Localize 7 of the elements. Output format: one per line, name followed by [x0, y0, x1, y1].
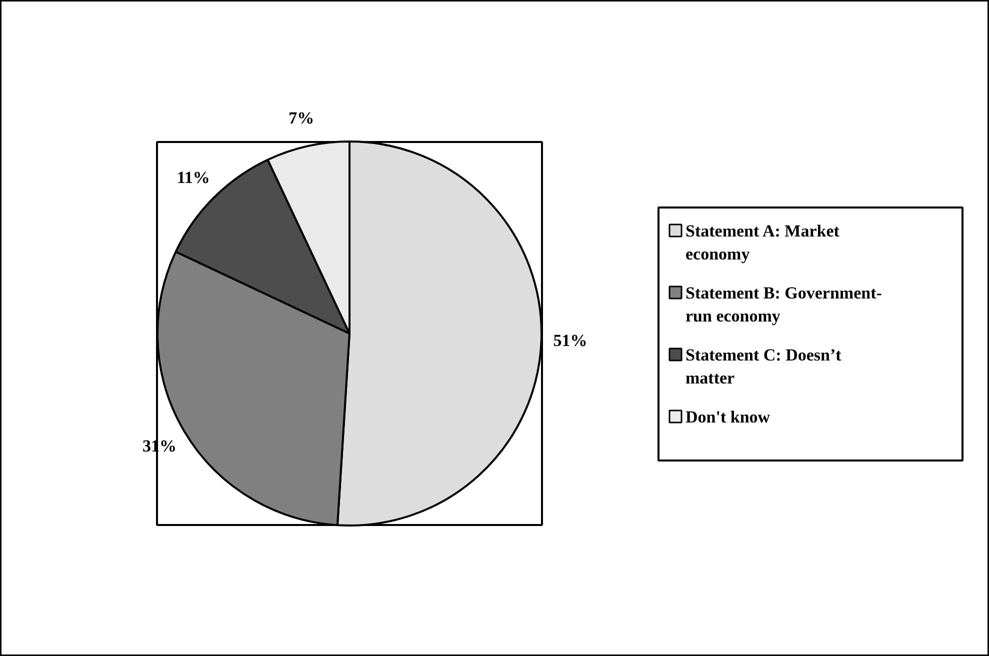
legend-label: Statement B: Government-run economy — [686, 284, 882, 326]
data-label: 7% — [288, 108, 314, 128]
legend-label: Don't know — [686, 408, 771, 426]
legend-label: Statement A: Market economy — [686, 222, 840, 264]
data-label: 11% — [176, 168, 210, 187]
legend-label: Statement C: Doesn’t matter — [686, 346, 842, 388]
data-label: 51% — [553, 330, 588, 350]
